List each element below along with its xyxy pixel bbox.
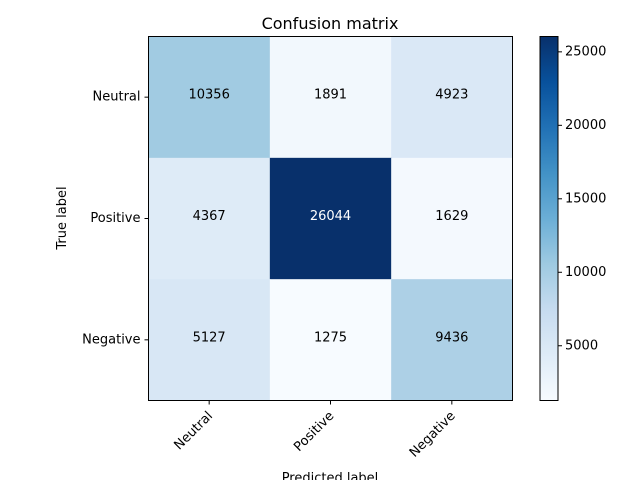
y-tick-label: Neutral [93,90,141,105]
colorbar-tick-label: 15000 [565,191,606,206]
y-axis-label: True label [55,186,70,250]
cell-value-label: 4923 [435,88,468,103]
colorbar-tick-label: 20000 [565,118,606,133]
cell-value-label: 1629 [435,209,468,224]
heatmap-cell-labels: 10356 1891 4923 4367 26044 1629 5127 1275 9436 [188,88,468,346]
cell-value-label: 26044 [310,209,351,224]
y-tick-label: Positive [90,211,140,226]
heatmap-cell [148,36,271,159]
heatmap-cell [391,279,513,401]
colorbar-tick-label: 5000 [565,338,598,353]
colorbar-ticks: 5000 10000 15000 20000 25000 [558,44,606,353]
heatmap-cell [148,279,271,401]
heatmap-cell [391,36,513,159]
cell-value-label: 10356 [188,88,229,103]
colorbar-tick-label: 10000 [565,265,606,280]
colorbar [539,36,559,401]
chart-title: Confusion matrix [262,14,399,33]
colorbar-tick-label: 25000 [565,44,606,59]
heatmap-cell [269,157,392,280]
cell-value-label: 4367 [193,209,226,224]
heatmap-cell [269,36,392,159]
heatmap-cell [148,157,271,280]
cell-value-label: 5127 [193,330,226,345]
heatmap-cells [148,36,513,401]
y-axis-ticks: Neutral Positive Negative [82,90,149,347]
heatmap-cell [391,157,513,280]
cell-value-label: 9436 [435,330,468,345]
cell-value-label: 1891 [314,88,347,103]
y-tick-label: Negative [82,332,140,347]
x-axis-label: Predicted label [282,471,379,480]
heatmap-cell [269,279,392,401]
cell-value-label: 1275 [314,330,347,345]
